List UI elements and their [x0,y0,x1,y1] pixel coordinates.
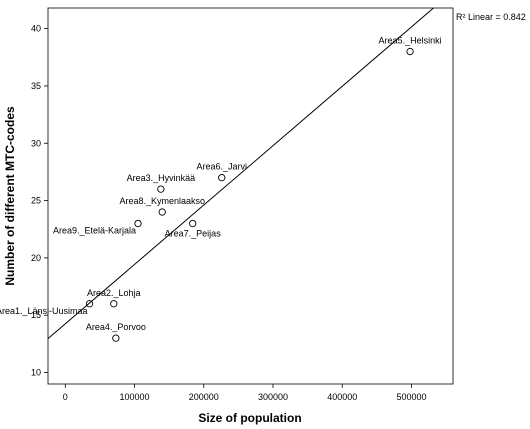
point-label: Area3._Hyvinkää [127,173,196,183]
data-point [110,300,118,308]
y-tick-label: 15 [31,310,41,320]
y-tick-label: 25 [31,196,41,206]
y-axis-title: Number of different MTC-codes [3,106,17,286]
x-tick-label: 400000 [327,392,357,402]
y-tick-label: 20 [31,253,41,263]
point-label: Area4._Porvoo [86,322,146,332]
data-point [112,334,120,342]
x-tick-label: 200000 [189,392,219,402]
point-label: Area2._Lohja [87,288,141,298]
data-points: Area1._Länsi-Uusimaa Area2._Lohja Area3._H… [0,36,442,342]
point-label: Area1._Länsi-Uusimaa [0,306,88,316]
fit-line-group [47,7,434,340]
y-tick-label: 10 [31,368,41,378]
x-tick-label: 100000 [120,392,150,402]
x-tick-label: 0 [63,392,68,402]
point-label: Area8._Kymenlaakso [119,196,205,206]
y-axis: 10 15 20 25 30 35 40 [31,24,48,378]
x-axis-title: Size of population [198,411,301,425]
y-tick-label: 35 [31,81,41,91]
r2-label: R² Linear = 0.842 [456,12,526,22]
point-label: Area9._Etelä-Karjala [53,226,136,236]
x-tick-label: 500000 [396,392,426,402]
data-point [158,208,166,216]
point-label: Area5._Helsinki [379,36,442,46]
y-tick-label: 30 [31,138,41,148]
data-point [157,185,165,193]
x-tick-label: 300000 [258,392,288,402]
linear-fit-line [47,7,434,340]
data-point [406,47,414,56]
point-label: Area7._Peijas [165,229,222,239]
x-axis: 0 100000 200000 300000 400000 500000 [63,384,426,402]
point-label: Area6._Jarvi [197,162,248,172]
data-point [218,174,226,182]
data-point [189,219,197,228]
data-point [85,300,94,308]
plot-area [47,7,454,385]
y-tick-label: 40 [31,24,41,34]
data-point [134,219,142,228]
